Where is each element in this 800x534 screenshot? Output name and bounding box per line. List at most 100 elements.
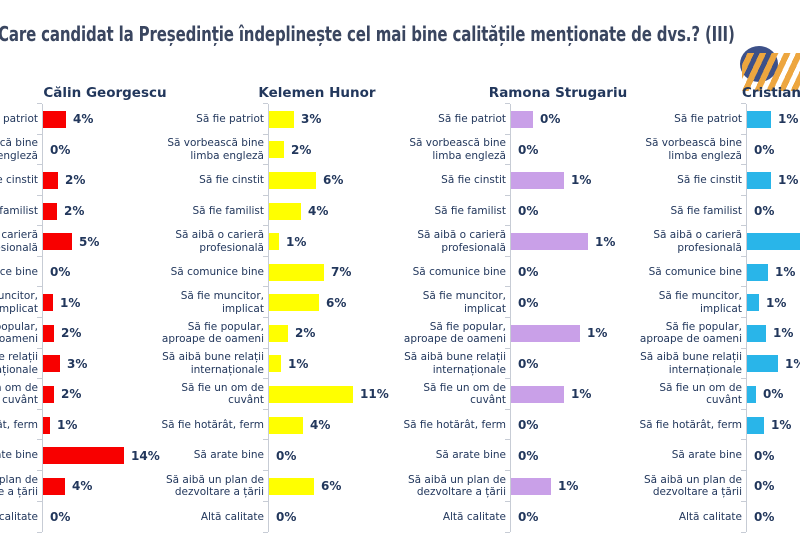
chart-row: Să fie un om de cuvânt 1% xyxy=(388,378,610,410)
value-label: 4% xyxy=(310,418,331,433)
category-label: Să aibă bune relații internaționale xyxy=(0,351,38,376)
value-label: 4% xyxy=(308,204,329,219)
value-label: 0% xyxy=(518,448,539,463)
candidate-header-kelemen-hunor: Kelemen Hunor xyxy=(258,85,376,101)
bar xyxy=(43,294,53,312)
value-label: 2% xyxy=(64,204,85,219)
chart-row: Să aibă un plan de dezvoltare a țării 0% xyxy=(624,469,800,502)
bar xyxy=(43,233,72,251)
bar xyxy=(269,263,324,281)
bar-track: 2% xyxy=(37,317,188,349)
bar xyxy=(747,294,759,312)
category-label: Să fie hotărât, ferm xyxy=(0,418,38,431)
value-label: 1% xyxy=(595,234,616,249)
bar xyxy=(43,385,54,403)
bar xyxy=(747,171,771,189)
value-label: 4% xyxy=(73,112,94,127)
chart-row: Să fie cinstit 1% xyxy=(388,164,610,196)
value-label: 2% xyxy=(61,326,82,341)
category-label: Să fie popular, aproape de oameni xyxy=(403,320,506,346)
value-label: 2% xyxy=(61,387,82,402)
bar-track: 14% xyxy=(37,439,188,471)
chart-row: Să comunice bine 0% xyxy=(388,255,610,288)
bar xyxy=(43,355,60,373)
value-label: 1% xyxy=(785,356,800,371)
value-label: 0% xyxy=(754,509,775,524)
bar-track: 0% xyxy=(37,255,188,288)
chart-row: Să vorbească bine limba engleză 0% xyxy=(0,133,188,166)
chart-row: Să fie familist 4% xyxy=(146,194,371,227)
category-label: Să aibă bune relații internaționale xyxy=(404,351,506,376)
chart-row: Să fie un om de cuvânt 11% xyxy=(146,378,389,410)
category-label: Să fie popular, aproape de oameni xyxy=(0,320,38,346)
value-label: 3% xyxy=(301,112,322,127)
chart-row: Să vorbească bine limba engleză 2% xyxy=(146,133,371,166)
chart-row: Să aibă bune relații internaționale 1% xyxy=(624,347,800,380)
value-label: 1% xyxy=(60,295,81,310)
bar xyxy=(511,477,551,495)
chart-row: Să fie familist 0% xyxy=(624,194,800,227)
bar-track: 2% xyxy=(37,164,188,196)
category-label: Să fie cinstit xyxy=(441,174,506,187)
category-label: Să aibă bune relații internaționale xyxy=(162,351,264,376)
chart-row: Să aibă bune relații internaționale 1% xyxy=(146,347,371,380)
bar-track: 0% xyxy=(505,133,610,166)
bar xyxy=(747,110,771,128)
category-label: Să comunice bine xyxy=(170,265,264,278)
bar-track: 1% xyxy=(741,408,800,441)
bar xyxy=(43,110,66,128)
chart-row: Să fie un om de cuvânt 0% xyxy=(624,378,800,410)
bar-track: 0% xyxy=(505,255,610,288)
bar-track: 0% xyxy=(505,500,610,533)
value-label: 0% xyxy=(518,265,539,280)
bar xyxy=(747,416,764,434)
chart-row: Altă calitate 0% xyxy=(146,500,371,533)
bar-track: 0% xyxy=(505,103,610,135)
category-label: Să aibă o carieră profesională xyxy=(0,229,38,254)
chart-row: Să fie patriot 4% xyxy=(0,103,188,135)
value-label: 0% xyxy=(754,142,775,157)
chart-row: Să fie cinstit 1% xyxy=(624,164,800,196)
category-label: Să arate bine xyxy=(193,449,264,462)
chart-row: Să fie hotărât, ferm 1% xyxy=(624,408,800,441)
category-label: Să aibă un plan de dezvoltare a țării xyxy=(0,473,38,499)
bar-track: 1% xyxy=(505,469,610,502)
category-label: Să aibă bune relații internaționale xyxy=(640,351,742,376)
bar-track: 1% xyxy=(263,225,371,257)
category-label: Să fie familist xyxy=(0,204,38,217)
chart-row: Să aibă bune relații internaționale 0% xyxy=(388,347,610,380)
candidate-header-calin-georgescu: Călin Georgescu xyxy=(43,85,167,101)
candidate-header-ramona-strugariu: Ramona Strugariu xyxy=(488,85,628,101)
bar-track: 2% xyxy=(263,133,371,166)
category-label: Să aibă un plan de dezvoltare a țării xyxy=(407,473,506,499)
bar xyxy=(269,294,319,312)
chart-row: Să aibă un plan de dezvoltare a țării 4% xyxy=(0,469,188,502)
bar-track: 4% xyxy=(263,408,371,441)
category-label: Să fie patriot xyxy=(196,113,264,126)
bar-track: 5% xyxy=(37,225,188,257)
chart-row: Să aibă o carieră profesională 5% xyxy=(0,225,188,257)
category-label: Să fie hotărât, ferm xyxy=(639,418,742,431)
bar-track: 1% xyxy=(740,347,800,380)
bar-track: 1% xyxy=(505,164,610,196)
chart-row: Să fie patriot 1% xyxy=(624,103,800,135)
value-label: 0% xyxy=(50,265,71,280)
chart-row: Să fie cinstit 2% xyxy=(0,164,188,196)
category-label: Să fie popular, aproape de oameni xyxy=(639,320,742,346)
category-label: Să fie cinstit xyxy=(677,174,742,187)
bar-track: 1% xyxy=(741,255,800,288)
value-label: 6% xyxy=(326,295,347,310)
value-label: 2% xyxy=(295,326,316,341)
candidate-header-cristian: Cristian T xyxy=(742,85,800,101)
chart-row: Să fie popular, aproape de oameni 1% xyxy=(624,317,800,349)
bar xyxy=(43,202,57,220)
category-label: Să vorbească bine limba engleză xyxy=(409,137,506,162)
bar-track: 1% xyxy=(505,317,610,349)
bar-track: 0% xyxy=(263,439,371,471)
bar-track: 0% xyxy=(37,133,188,166)
category-label: Să fie patriot xyxy=(438,113,506,126)
bar xyxy=(269,324,288,342)
bar xyxy=(43,171,58,189)
chart-cristian: Să fie patriot 1% Să vorbească bine limba … xyxy=(624,103,800,533)
bar xyxy=(511,324,580,342)
